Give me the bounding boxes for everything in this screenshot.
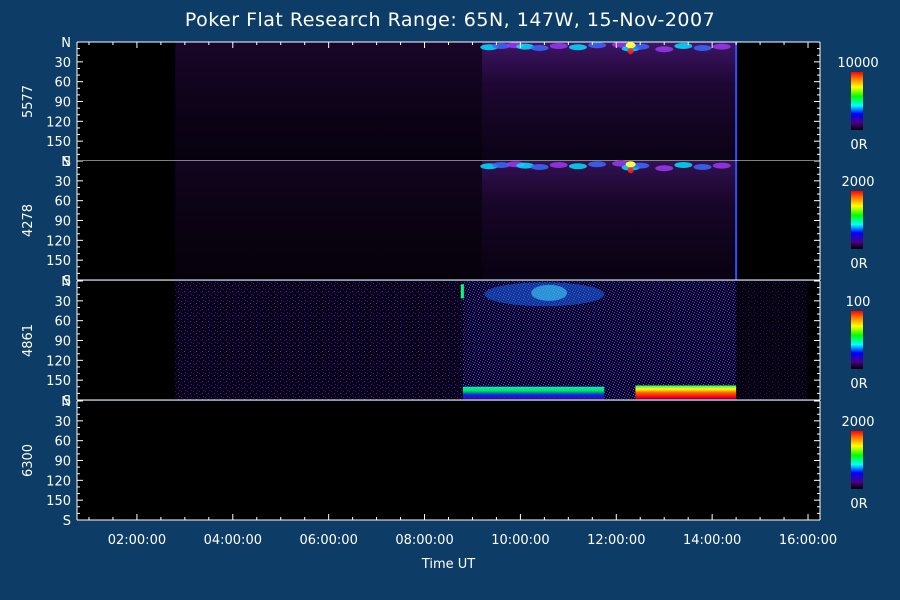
y-tick-label: 30	[54, 415, 71, 430]
x-tick-label: 08:00:00	[395, 533, 453, 548]
emission-region-bright	[482, 161, 737, 280]
x-tick-label: 06:00:00	[299, 533, 357, 548]
y-tick-label: N	[61, 36, 71, 51]
colorbar	[851, 311, 863, 369]
colorbar-max-label: 100	[846, 295, 871, 310]
hbeta-region-late	[736, 281, 809, 400]
colorbar-min-label: 0R	[850, 138, 867, 153]
colorbar	[851, 431, 863, 489]
y-tick-label: 60	[54, 195, 71, 210]
chart-title: Poker Flat Research Range: 65N, 147W, 15…	[184, 9, 716, 31]
aurora-arc-mark	[549, 161, 568, 168]
aurora-peak-mark	[625, 42, 636, 49]
y-tick-label: 30	[54, 56, 71, 71]
y-tick-label: 90	[54, 335, 71, 350]
y-tick-label: 90	[54, 455, 71, 470]
y-tick-label: 60	[54, 435, 71, 450]
aurora-arc-mark	[530, 163, 549, 170]
hbeta-south-band-bright	[635, 385, 737, 400]
panel-wavelength-label: 5577	[21, 85, 36, 118]
panel-6300: N 30 60 90 120 150 S 6300 2000 0R	[21, 395, 875, 529]
y-tick-label: 120	[46, 474, 71, 489]
hbeta-north-spike	[460, 284, 464, 299]
y-tick-label: N	[61, 395, 71, 410]
panel-background	[77, 401, 820, 520]
aurora-arc-mark	[588, 161, 607, 168]
emission-region-faint	[175, 161, 483, 280]
colorbar	[851, 72, 863, 130]
y-tick-label: 90	[54, 96, 71, 111]
aurora-arc-mark	[568, 163, 587, 170]
y-tick-label: 150	[46, 254, 71, 269]
panel-4861: N 30 60 90 120 150 S 4861 100 0R	[21, 275, 870, 409]
y-tick-label: N	[61, 155, 71, 170]
y-tick-label: S	[63, 394, 71, 409]
aurora-peak-mark	[627, 167, 634, 174]
emission-region-bright	[482, 42, 737, 161]
panel-wavelength-label: 4278	[21, 204, 36, 237]
aurora-arc-mark	[693, 44, 712, 51]
colorbar	[851, 191, 863, 249]
aurora-arc-mark	[631, 43, 650, 50]
aurora-arc-mark	[588, 42, 607, 49]
y-tick-label: 150	[46, 494, 71, 509]
y-tick-label: 150	[46, 374, 71, 389]
aurora-arc-mark	[674, 161, 693, 168]
x-tick-label: 16:00:00	[779, 533, 837, 548]
y-tick-label: N	[61, 275, 71, 290]
aurora-arc-mark	[712, 43, 731, 50]
x-tick-label: 10:00:00	[491, 533, 549, 548]
hbeta-region-early	[175, 281, 463, 400]
hbeta-cloud-core	[531, 284, 568, 301]
aurora-peak-mark	[627, 48, 634, 55]
colorbar-min-label: 0R	[850, 497, 867, 512]
aurora-arc-mark	[674, 42, 693, 49]
aurora-arc-mark	[655, 165, 674, 172]
y-tick-label: 30	[54, 295, 71, 310]
x-tick-label: 14:00:00	[683, 533, 741, 548]
y-tick-label: 60	[54, 315, 71, 330]
colorbar-min-label: 0R	[850, 377, 867, 392]
y-tick-label: 120	[46, 234, 71, 249]
panel-4278: N 30 60 90 120 150 S 4278 2000 0R	[21, 155, 875, 289]
x-axis-label: Time UT	[421, 557, 475, 572]
y-tick-label: 120	[46, 354, 71, 369]
y-tick-label: S	[63, 155, 71, 170]
y-tick-label: S	[63, 274, 71, 289]
aurora-arc-mark	[655, 46, 674, 53]
colorbar-min-label: 0R	[850, 257, 867, 272]
aurora-arc-mark	[530, 44, 549, 51]
x-tick-label: 12:00:00	[587, 533, 645, 548]
y-tick-label: 30	[54, 175, 71, 190]
y-tick-label: 90	[54, 215, 71, 230]
emission-region-faint	[175, 42, 483, 161]
x-tick-label: 04:00:00	[204, 533, 262, 548]
aurora-arc-mark	[631, 162, 650, 169]
aurora-peak-mark	[625, 161, 636, 168]
aurora-arc-mark	[516, 162, 535, 169]
colorbar-max-label: 10000	[837, 56, 878, 71]
hbeta-south-band	[462, 386, 605, 400]
colorbar-max-label: 2000	[841, 415, 874, 430]
x-tick-label: 02:00:00	[108, 533, 166, 548]
y-tick-label: S	[63, 514, 71, 529]
aurora-arc-mark	[492, 161, 511, 168]
y-tick-label: 150	[46, 135, 71, 150]
panel-wavelength-label: 6300	[21, 444, 36, 477]
panel-5577: N 30 60 90 120 150 S 5577 10000 0R	[21, 36, 879, 170]
aurora-arc-mark	[568, 44, 587, 51]
colorbar-max-label: 2000	[841, 175, 874, 190]
aurora-arc-mark	[549, 42, 568, 49]
aurora-arc-mark	[712, 162, 731, 169]
y-tick-label: 120	[46, 115, 71, 130]
aurora-arc-mark	[693, 163, 712, 170]
y-tick-label: 60	[54, 76, 71, 91]
panel-wavelength-label: 4861	[21, 324, 36, 357]
